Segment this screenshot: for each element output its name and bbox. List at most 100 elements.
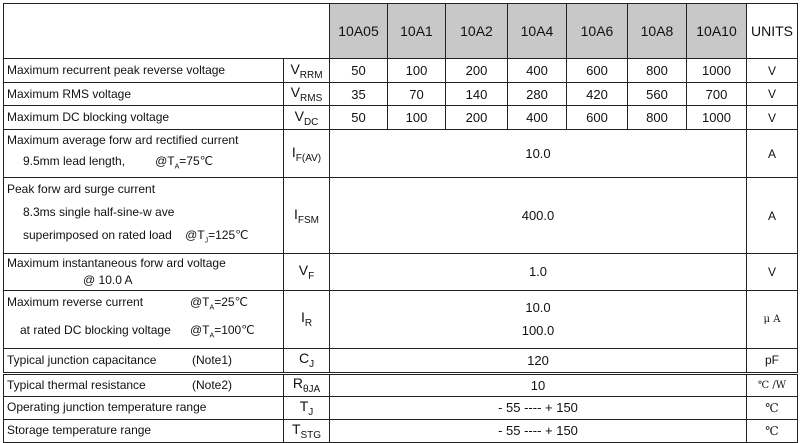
- desc-line: at rated DC blocking voltage @TA=100℃: [7, 319, 283, 347]
- param-desc: Maximum recurrent peak reverse voltage: [3, 58, 284, 83]
- unit-cell: pF: [746, 347, 798, 374]
- table-row: Maximum DC blocking voltage VDC 50 100 2…: [3, 105, 798, 130]
- unit-cell: ℃ /W: [746, 371, 798, 397]
- value-cell: 10: [329, 371, 747, 397]
- desc-text: at rated DC blocking voltage: [20, 323, 171, 338]
- condition-value: =75℃: [179, 154, 214, 168]
- table-row: Typical junction capacitance (Note1) CJ 1…: [3, 347, 798, 374]
- param-desc: Peak forw ard surge current 8.3ms single…: [3, 177, 284, 254]
- value-cell: 70: [387, 82, 446, 106]
- value-cell: 200: [445, 58, 508, 83]
- unit-cell: V: [746, 105, 798, 130]
- desc-line: Peak forw ard surge current: [7, 182, 156, 197]
- desc-text: Typical thermal resistance: [7, 377, 146, 392]
- value-cell: 700: [686, 82, 747, 106]
- value-cell: 1.0: [329, 252, 747, 291]
- param-symbol: IFSM: [283, 177, 330, 254]
- symbol-base: V: [294, 107, 304, 124]
- symbol-base: R: [292, 375, 303, 392]
- symbol-sub: J: [308, 406, 314, 418]
- value-cell: 50: [329, 58, 388, 83]
- value-cell: 140: [445, 82, 508, 106]
- condition: @T: [190, 323, 210, 338]
- value-cell: - 55 ---- + 150: [329, 395, 747, 420]
- value-cell: 100: [387, 58, 446, 83]
- value-cell: 420: [566, 82, 628, 106]
- symbol-base: V: [298, 261, 309, 278]
- unit-cell: ℃: [746, 395, 798, 420]
- param-symbol: IF(AV): [283, 128, 330, 179]
- header-model: 10A10: [686, 3, 747, 59]
- symbol-base: V: [290, 60, 300, 77]
- param-symbol: VRMS: [283, 82, 330, 106]
- symbol-sub: FSM: [297, 214, 319, 226]
- symbol-sub: F(AV): [295, 152, 322, 164]
- table-row: Maximum instantaneous forw ard voltage @…: [3, 252, 798, 291]
- ratings-table: 10A05 10A1 10A2 10A4 10A6 10A8 10A10 UNI…: [3, 3, 798, 443]
- symbol-base: I: [294, 205, 298, 222]
- desc-line: Maximum reverse current @TA=25℃: [7, 291, 283, 319]
- unit-cell: A: [746, 128, 798, 179]
- param-symbol: VDC: [283, 105, 330, 130]
- header-model: 10A8: [627, 3, 687, 59]
- param-desc: Typical thermal resistance (Note2): [3, 371, 284, 397]
- symbol-base: V: [290, 84, 301, 101]
- value-cell: 400.0: [329, 177, 747, 254]
- table-row: Maximum RMS voltage VRMS 35 70 140 280 4…: [3, 82, 798, 106]
- desc-line: superimposed on rated load @TJ=125℃: [7, 224, 283, 252]
- header-model: 10A4: [507, 3, 567, 59]
- symbol-base: C: [298, 350, 310, 367]
- param-desc: Operating junction temperature range: [3, 395, 284, 420]
- param-symbol: TSTG: [283, 418, 330, 443]
- header-model: 10A1: [387, 3, 446, 59]
- desc-line: 9.5mm lead length, @TA=75℃: [7, 151, 283, 177]
- symbol-base: T: [291, 420, 301, 437]
- value-cell: 120: [329, 347, 747, 374]
- table-row: Storage temperature range TSTG - 55 ----…: [3, 418, 798, 443]
- value-cell: 600: [566, 58, 628, 83]
- value-cell: 50: [329, 105, 388, 130]
- condition: @T: [185, 228, 205, 243]
- param-symbol: CJ: [283, 347, 330, 374]
- condition-sub: A: [209, 332, 215, 340]
- value-cell: 560: [627, 82, 687, 106]
- param-symbol: VRRM: [283, 58, 330, 83]
- table-row: Maximum average forw ard rectified curre…: [3, 128, 798, 179]
- value-cell: 1000: [686, 58, 747, 83]
- value-cell: 600: [566, 105, 628, 130]
- value-100c: 100.0: [521, 323, 555, 339]
- condition-value: =25℃: [214, 294, 249, 309]
- symbol-sub: θJA: [302, 383, 321, 395]
- condition-sub: A: [209, 304, 215, 312]
- header-row: 10A05 10A1 10A2 10A4 10A6 10A8 10A10 UNI…: [3, 3, 798, 59]
- condition: @T: [155, 154, 175, 168]
- value-cell: 200: [445, 105, 508, 130]
- value-cell: - 55 ---- + 150: [329, 418, 747, 443]
- param-desc: Typical junction capacitance (Note1): [3, 347, 284, 374]
- desc-text: Typical junction capacitance: [7, 352, 157, 367]
- symbol-sub: J: [309, 358, 315, 370]
- value-cell: 10.0 100.0: [329, 289, 747, 349]
- table-row: Operating junction temperature range TJ …: [3, 395, 798, 420]
- unit-cell: A: [746, 177, 798, 254]
- symbol-sub: R: [304, 318, 313, 330]
- param-desc: Storage temperature range: [3, 418, 284, 443]
- header-blank: [3, 3, 330, 59]
- note-ref: (Note2): [192, 377, 233, 392]
- unit-cell: μ A: [746, 289, 798, 349]
- param-desc: Maximum instantaneous forw ard voltage @…: [3, 252, 284, 291]
- symbol-sub: STG: [300, 429, 322, 441]
- table-row: Peak forw ard surge current 8.3ms single…: [3, 177, 798, 254]
- table-row: Maximum recurrent peak reverse voltage V…: [3, 58, 798, 83]
- condition-sub: A: [174, 163, 180, 171]
- value-cell: 800: [627, 58, 687, 83]
- desc-line: 8.3ms single half-sine-w ave: [23, 205, 175, 220]
- unit-cell: V: [746, 58, 798, 83]
- value-cell: 1000: [686, 105, 747, 130]
- value-cell: 400: [507, 58, 567, 83]
- param-desc: Maximum RMS voltage: [3, 82, 284, 106]
- note-ref: (Note1): [192, 352, 233, 367]
- param-symbol: IR: [283, 289, 330, 349]
- value-cell: 800: [627, 105, 687, 130]
- param-desc: Maximum average forw ard rectified curre…: [3, 128, 284, 179]
